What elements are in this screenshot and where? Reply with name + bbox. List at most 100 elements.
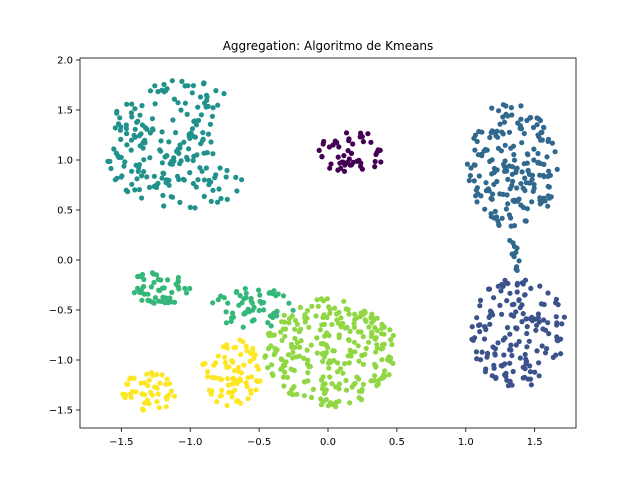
data-point [535, 311, 542, 317]
data-point [279, 357, 285, 363]
data-point [477, 303, 483, 309]
data-point [165, 277, 171, 283]
data-point [507, 347, 513, 353]
data-point [525, 376, 531, 382]
data-point [247, 358, 253, 364]
data-point [527, 369, 534, 375]
data-point [464, 161, 470, 167]
data-point [132, 106, 138, 112]
data-point [201, 193, 207, 199]
data-point [518, 103, 524, 109]
data-point [545, 203, 551, 209]
data-point [141, 157, 147, 163]
data-point [499, 311, 505, 317]
data-point [243, 290, 249, 296]
data-point [139, 273, 145, 280]
data-point [235, 364, 241, 371]
data-point [190, 157, 196, 164]
data-point [359, 386, 365, 393]
data-point [505, 201, 511, 207]
data-point [152, 101, 158, 107]
data-point [540, 326, 546, 332]
data-point [483, 180, 489, 186]
data-point [520, 281, 526, 287]
data-point [501, 163, 508, 169]
data-point [231, 345, 237, 351]
data-point [373, 349, 379, 355]
data-point [549, 140, 556, 146]
y-tick-label: −1.5 [49, 406, 73, 417]
data-point [144, 174, 150, 180]
data-point [210, 151, 216, 157]
data-point [492, 208, 498, 214]
data-point [528, 114, 534, 121]
data-point [233, 289, 239, 295]
data-point [519, 140, 525, 146]
data-point [374, 315, 380, 321]
data-point [331, 358, 337, 364]
data-point [314, 335, 320, 341]
data-point [135, 273, 141, 279]
data-point [482, 206, 488, 212]
data-point [224, 196, 230, 202]
data-point [374, 149, 380, 155]
data-point [533, 327, 539, 333]
data-point [509, 171, 515, 177]
data-point [552, 149, 558, 155]
data-point [509, 352, 515, 359]
data-point [163, 394, 169, 400]
data-point [354, 315, 360, 321]
data-point [233, 174, 239, 180]
data-point [164, 153, 170, 159]
data-point [331, 348, 337, 354]
data-point [177, 199, 183, 205]
data-point [224, 167, 230, 174]
data-point [178, 107, 184, 113]
x-tick-label: 0.5 [389, 437, 405, 448]
data-point [210, 300, 216, 306]
data-point [479, 129, 485, 135]
data-point [508, 223, 514, 229]
data-point [192, 205, 198, 211]
data-point [523, 180, 530, 186]
data-point [304, 308, 311, 314]
data-point [195, 177, 201, 183]
x-tick-label: −1.5 [109, 437, 133, 448]
data-point [497, 121, 503, 127]
data-point [240, 339, 246, 345]
data-point [483, 188, 489, 194]
data-point [558, 351, 564, 357]
data-point [214, 399, 220, 405]
data-point [518, 181, 524, 187]
data-point [503, 103, 509, 109]
data-point [334, 140, 340, 146]
data-point [146, 377, 152, 383]
data-point [365, 131, 371, 137]
data-point [223, 320, 229, 326]
data-point [518, 202, 524, 208]
data-point [171, 393, 177, 399]
data-point [370, 315, 377, 321]
data-point [508, 342, 514, 348]
data-point [356, 376, 362, 382]
data-point [166, 139, 172, 145]
y-tick-label: 1.0 [57, 156, 73, 167]
data-point [537, 172, 543, 178]
data-point [469, 336, 475, 342]
data-point [513, 166, 520, 172]
data-point [161, 81, 167, 88]
data-point [238, 370, 245, 376]
y-axis: −1.5 −1.0 −0.5 0.0 0.5 1.0 1.5 2.0 [49, 56, 80, 417]
data-point [209, 113, 215, 119]
data-point [346, 138, 352, 144]
data-point [105, 158, 111, 164]
data-point [495, 283, 501, 289]
data-point [389, 341, 395, 348]
data-point [340, 320, 346, 327]
data-point [297, 353, 303, 359]
data-point [215, 102, 221, 108]
data-point [128, 110, 134, 116]
data-point [167, 381, 173, 387]
data-point [308, 342, 314, 348]
data-point [153, 182, 160, 188]
